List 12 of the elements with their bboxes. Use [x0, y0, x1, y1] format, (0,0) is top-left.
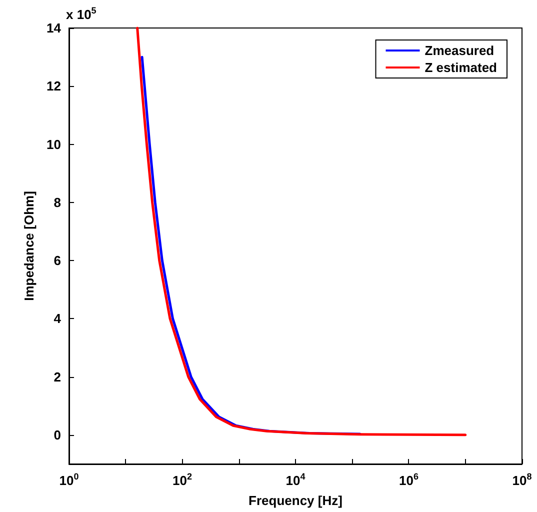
y-tick-label: 12 — [46, 78, 61, 94]
y-tick-label: 6 — [54, 253, 61, 268]
y-axis-title: Impedance [Ohm] — [22, 191, 37, 301]
x-axis-title: Frequency [Hz] — [248, 493, 342, 508]
y-tick-label: 14 — [46, 20, 62, 36]
legend-label: Zmeasured — [424, 43, 494, 58]
y-tick-label: 0 — [54, 427, 61, 442]
y-tick-label: 2 — [54, 369, 61, 384]
y-tick-label: 8 — [54, 194, 61, 210]
y-tick-label: 10 — [46, 136, 61, 152]
legend-label: Z estimated — [424, 60, 498, 75]
y-tick-label: 4 — [54, 311, 62, 326]
